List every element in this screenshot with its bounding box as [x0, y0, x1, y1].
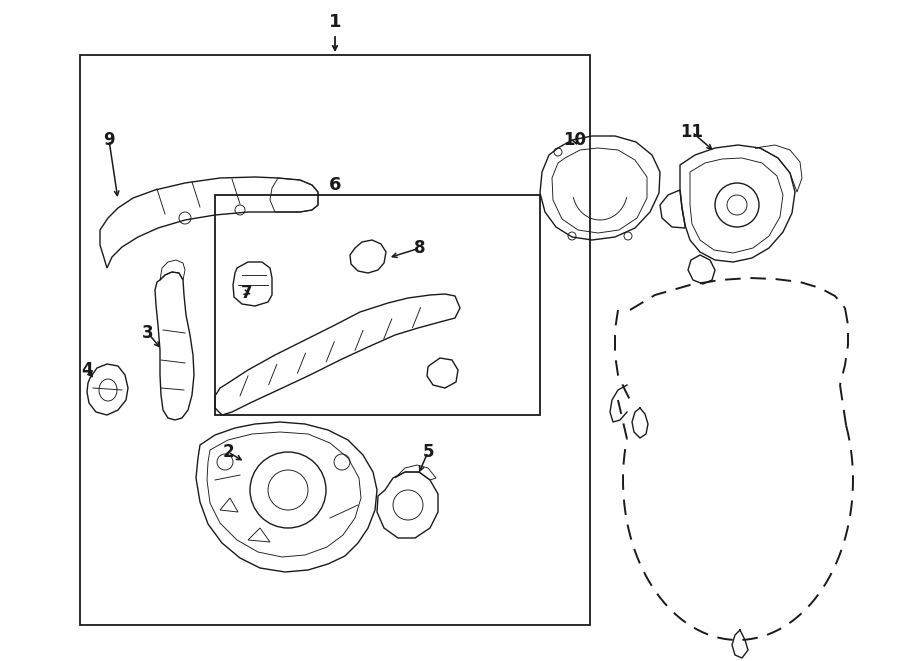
Text: 3: 3	[142, 324, 154, 342]
Text: 6: 6	[328, 176, 341, 194]
Text: 10: 10	[563, 131, 587, 149]
Text: 8: 8	[414, 239, 426, 257]
Text: 11: 11	[680, 123, 704, 141]
Bar	[80, 55, 590, 625]
Text: 1: 1	[328, 13, 341, 31]
Text: 4: 4	[81, 361, 93, 379]
Text: 5: 5	[422, 443, 434, 461]
Bar	[215, 195, 540, 415]
Text: 2: 2	[222, 443, 234, 461]
Text: 9: 9	[104, 131, 115, 149]
Text: 7: 7	[241, 284, 253, 302]
